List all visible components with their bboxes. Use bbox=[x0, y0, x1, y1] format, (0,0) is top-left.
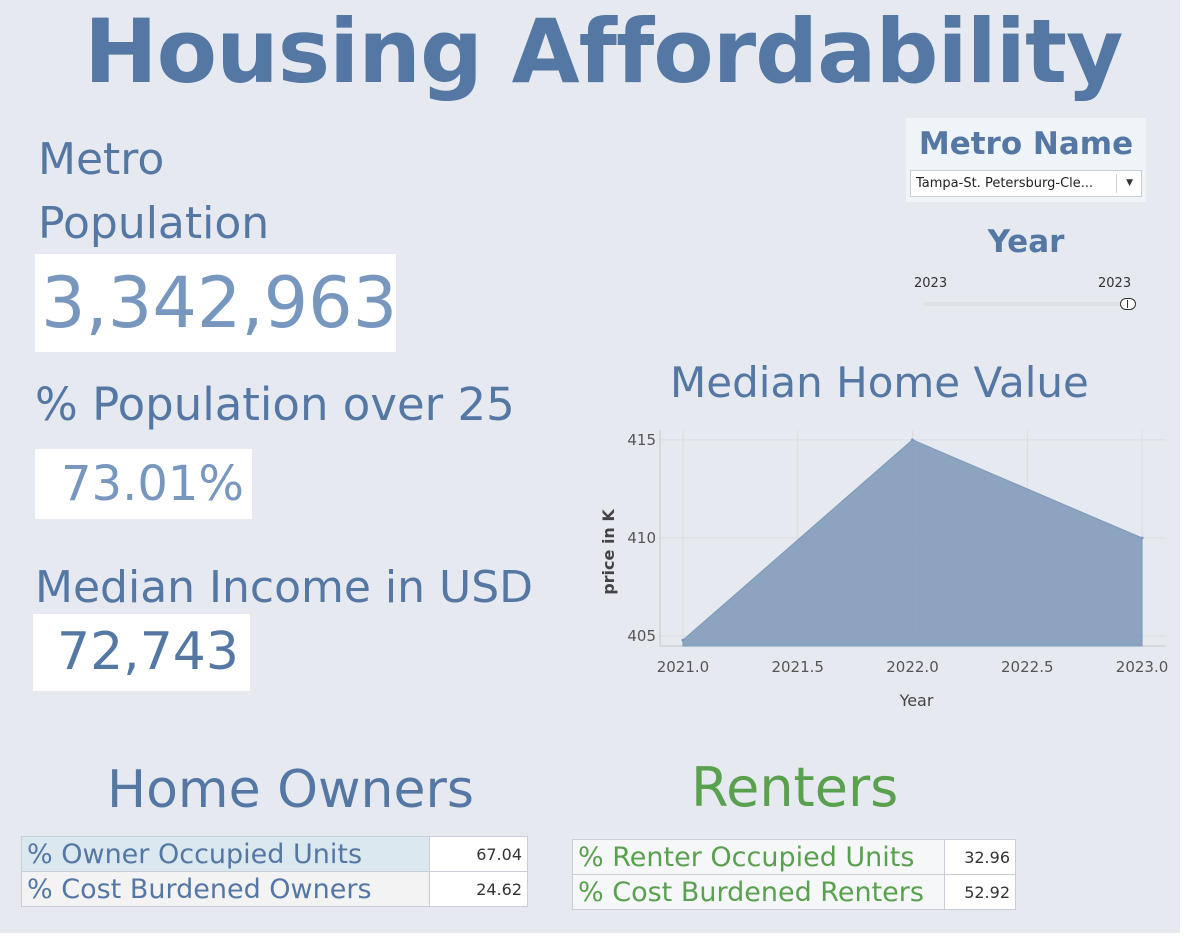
table-row: % Cost Burdened Owners 24.62 bbox=[21, 871, 528, 907]
income-value-card: 72,743 bbox=[33, 614, 250, 691]
y-tick-label: 415 bbox=[627, 431, 656, 449]
income-value: 72,743 bbox=[57, 622, 239, 682]
metro-filter-title: Metro Name bbox=[918, 126, 1134, 162]
owners-title: Home Owners bbox=[107, 760, 474, 820]
year-slider-handle[interactable] bbox=[1120, 298, 1136, 310]
dashboard-title: Housing Affordability bbox=[84, 0, 1123, 103]
renter-occupied-label: % Renter Occupied Units bbox=[572, 839, 945, 875]
owner-occupied-label: % Owner Occupied Units bbox=[21, 836, 430, 872]
population-value: 3,342,963 bbox=[41, 262, 398, 344]
x-tick-label: 2023.0 bbox=[1116, 658, 1169, 676]
year-filter-title: Year bbox=[987, 224, 1065, 260]
year-max-label: 2023 bbox=[1098, 276, 1132, 291]
population-label-line2: Population bbox=[38, 197, 270, 249]
chevron-down-icon[interactable]: ▼ bbox=[1126, 178, 1133, 188]
population-label-line1: Metro bbox=[38, 134, 165, 185]
median-home-value-chart: 405 410 415 2021.0 2021.5 2022.0 2022.5 2023.0 Y… bbox=[599, 430, 1169, 710]
area-series bbox=[682, 439, 1143, 647]
dropdown-separator bbox=[1116, 174, 1117, 193]
x-tick-label: 2022.5 bbox=[1001, 658, 1054, 676]
chart-title: Median Home Value bbox=[670, 358, 1089, 407]
x-tick-label: 2021.0 bbox=[657, 658, 710, 676]
x-tick-label: 2021.5 bbox=[771, 658, 824, 676]
data-point bbox=[1140, 536, 1144, 540]
data-point bbox=[911, 438, 914, 442]
cost-burdened-owners-label: % Cost Burdened Owners bbox=[21, 871, 430, 907]
income-label: Median Income in USD bbox=[35, 562, 534, 613]
over25-value: 73.01% bbox=[61, 456, 245, 512]
population-label: Metro Population bbox=[38, 128, 269, 256]
renter-occupied-value: 32.96 bbox=[944, 839, 1016, 875]
metro-filter: Metro Name Tampa-St. Petersburg-Cle... ▼ bbox=[906, 118, 1146, 202]
renters-table: % Renter Occupied Units 32.96 % Cost Bur… bbox=[572, 839, 1016, 910]
over25-label: % Population over 25 bbox=[35, 378, 515, 431]
x-axis-title: Year bbox=[899, 691, 934, 710]
table-row: % Renter Occupied Units 32.96 bbox=[572, 839, 1016, 875]
year-slider-track[interactable] bbox=[924, 302, 1136, 306]
cost-burdened-renters-value: 52.92 bbox=[944, 874, 1016, 910]
owner-occupied-value: 67.04 bbox=[429, 836, 528, 872]
y-axis-title: price in K bbox=[599, 509, 618, 595]
y-tick-label: 405 bbox=[627, 627, 656, 645]
population-value-card: 3,342,963 bbox=[35, 254, 398, 352]
table-row: % Owner Occupied Units 67.04 bbox=[21, 836, 528, 872]
cost-burdened-renters-label: % Cost Burdened Renters bbox=[572, 874, 945, 910]
renters-title: Renters bbox=[691, 756, 899, 819]
cost-burdened-owners-value: 24.62 bbox=[429, 871, 528, 907]
x-tick-label: 2022.0 bbox=[886, 658, 939, 676]
metro-dropdown-value: Tampa-St. Petersburg-Cle... bbox=[916, 176, 1094, 191]
year-min-label: 2023 bbox=[914, 276, 948, 291]
table-row: % Cost Burdened Renters 52.92 bbox=[572, 874, 1016, 910]
data-point bbox=[681, 638, 685, 642]
over25-value-card: 73.01% bbox=[35, 449, 252, 519]
y-tick-label: 410 bbox=[627, 529, 656, 547]
metro-dropdown[interactable]: Tampa-St. Petersburg-Cle... ▼ bbox=[910, 170, 1142, 197]
owners-table: % Owner Occupied Units 67.04 % Cost Burd… bbox=[21, 836, 528, 907]
